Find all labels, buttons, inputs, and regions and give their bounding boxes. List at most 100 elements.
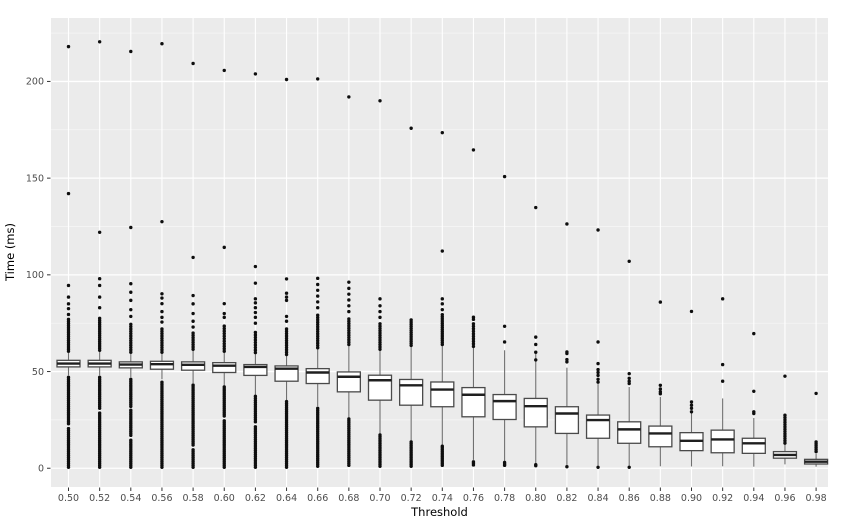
outlier-point <box>378 433 382 437</box>
outlier-point <box>222 339 226 343</box>
outlier-point <box>347 309 351 314</box>
x-tick-label: 0.94 <box>743 493 764 504</box>
outlier-point <box>191 319 195 323</box>
boxplot-0.52 <box>87 40 112 469</box>
plot-panel <box>51 18 828 487</box>
x-tick-label: 0.78 <box>494 493 515 504</box>
outlier-point <box>284 295 289 299</box>
outlier-point <box>347 95 351 99</box>
x-tick-label: 0.50 <box>58 493 79 504</box>
outlier-point <box>440 312 444 317</box>
iqr-box <box>585 414 611 439</box>
outlier-point <box>565 222 569 226</box>
outlier-point <box>222 329 226 333</box>
outlier-point <box>284 399 289 404</box>
outlier-point <box>720 362 725 367</box>
y-tick-label: 50 <box>32 367 44 378</box>
outlier-point <box>471 334 476 339</box>
outlier-point <box>191 255 195 260</box>
outlier-point <box>253 315 258 320</box>
outlier-point <box>222 245 226 250</box>
outlier-point <box>191 448 195 452</box>
outlier-point <box>534 358 538 362</box>
outlier-point <box>471 337 476 341</box>
iqr-box <box>336 371 362 393</box>
x-tick-label: 0.68 <box>338 493 359 504</box>
outlier-point <box>347 286 351 291</box>
boxplot-0.76 <box>461 148 486 467</box>
outlier-point <box>222 315 226 320</box>
outlier-point <box>253 72 258 76</box>
outlier-point <box>471 342 476 346</box>
outlier-point <box>627 465 631 469</box>
outlier-point <box>378 99 382 103</box>
outlier-point <box>253 343 258 347</box>
iqr-box <box>617 421 642 444</box>
outlier-point <box>658 300 663 304</box>
outlier-point <box>191 325 195 329</box>
boxplot-0.54 <box>118 49 143 469</box>
outlier-point <box>97 316 102 321</box>
outlier-point <box>253 348 258 352</box>
boxplot-0.58 <box>180 61 206 469</box>
outlier-point <box>191 293 195 298</box>
outlier-point <box>347 317 351 321</box>
outlier-point <box>316 77 320 81</box>
outlier-point <box>253 425 258 429</box>
outlier-point <box>222 349 226 353</box>
outlier-point <box>160 219 164 224</box>
outlier-point <box>97 306 102 310</box>
outlier-point <box>253 330 258 335</box>
outlier-point <box>658 387 663 391</box>
outlier-point <box>129 225 133 230</box>
outlier-point <box>378 297 382 301</box>
boxplot-0.92 <box>710 297 735 467</box>
outlier-point <box>160 327 164 331</box>
boxplot-0.60 <box>212 68 237 469</box>
outlier-point <box>752 389 756 393</box>
boxplot-0.96 <box>772 374 798 465</box>
outlier-point <box>627 259 631 263</box>
boxplot-0.62 <box>243 72 268 469</box>
iqr-box <box>212 361 237 374</box>
outlier-point <box>191 383 195 387</box>
boxplot-series <box>56 40 829 469</box>
outlier-point <box>502 460 507 465</box>
outlier-point <box>596 370 600 375</box>
outlier-point <box>471 315 476 319</box>
outlier-point <box>160 320 164 324</box>
outlier-point <box>471 148 476 152</box>
outlier-point <box>378 315 382 320</box>
y-tick-label: 100 <box>26 270 44 281</box>
outlier-point <box>253 321 258 325</box>
outlier-point <box>534 205 538 210</box>
outlier-point <box>316 313 320 317</box>
outlier-point <box>534 342 538 347</box>
outlier-point <box>253 394 258 398</box>
outlier-point <box>627 379 631 383</box>
iqr-box <box>180 361 206 371</box>
boxplot-0.72 <box>398 126 424 469</box>
boxplot-0.84 <box>585 228 611 469</box>
outlier-point <box>253 306 258 310</box>
iqr-box <box>243 363 268 377</box>
outlier-point <box>596 367 600 372</box>
x-tick-label: 0.54 <box>120 493 141 504</box>
outlier-point <box>66 375 71 380</box>
x-tick-label: 0.62 <box>245 493 266 504</box>
outlier-point <box>222 385 226 389</box>
outlier-point <box>783 413 787 417</box>
outlier-point <box>222 347 226 351</box>
x-tick-label: 0.72 <box>401 493 422 504</box>
outlier-point <box>253 345 258 350</box>
y-tick-label: 200 <box>26 77 44 88</box>
outlier-point <box>534 335 538 339</box>
outlier-point <box>316 306 320 310</box>
outlier-point <box>347 280 351 284</box>
outlier-point <box>316 282 320 287</box>
outlier-point <box>471 327 476 331</box>
outlier-point <box>284 291 289 295</box>
outlier-point <box>66 312 71 317</box>
boxplot-0.56 <box>149 42 175 469</box>
